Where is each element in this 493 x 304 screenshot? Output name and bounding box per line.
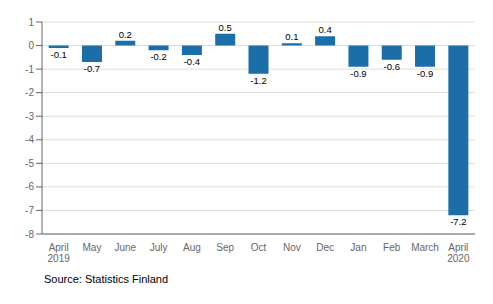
svg-text:-0.9: -0.9 <box>417 68 433 79</box>
svg-text:-7.2: -7.2 <box>450 216 466 227</box>
svg-text:Dec: Dec <box>316 242 334 253</box>
svg-text:Aug: Aug <box>183 242 201 253</box>
svg-text:-1: -1 <box>25 64 34 75</box>
svg-text:1: 1 <box>28 17 34 28</box>
svg-text:Oct: Oct <box>251 242 267 253</box>
svg-text:0.5: 0.5 <box>219 22 232 33</box>
svg-text:May: May <box>83 242 102 253</box>
svg-text:July: July <box>150 242 168 253</box>
svg-text:-0.4: -0.4 <box>184 56 200 67</box>
svg-text:June: June <box>114 242 136 253</box>
svg-text:-0.2: -0.2 <box>150 51 166 62</box>
svg-text:0.2: 0.2 <box>119 29 132 40</box>
svg-text:-2: -2 <box>25 87 34 98</box>
svg-text:-1.2: -1.2 <box>250 75 266 86</box>
svg-text:-0.7: -0.7 <box>84 63 100 74</box>
svg-text:-0.9: -0.9 <box>350 68 366 79</box>
html-text:Source: Statistics Finland: Source: Statistics Finland <box>44 273 169 285</box>
svg-text:0.4: 0.4 <box>319 24 332 35</box>
svg-text:-5: -5 <box>25 158 34 169</box>
svg-text:Nov: Nov <box>283 242 301 253</box>
svg-text:April2020: April2020 <box>447 242 470 264</box>
svg-text:March: March <box>411 242 439 253</box>
svg-text:-0.6: -0.6 <box>384 61 400 72</box>
svg-text:Sep: Sep <box>216 242 234 253</box>
svg-text:-3: -3 <box>25 111 34 122</box>
svg-text:-7: -7 <box>25 205 34 216</box>
svg-text:0.1: 0.1 <box>285 31 298 42</box>
svg-text:Jan: Jan <box>350 242 366 253</box>
svg-text:-6: -6 <box>25 181 34 192</box>
svg-text:-4: -4 <box>25 134 34 145</box>
svg-text:-8: -8 <box>25 229 34 240</box>
svg-text:Feb: Feb <box>383 242 401 253</box>
svg-text:-0.1: -0.1 <box>50 49 66 60</box>
svg-text:0: 0 <box>28 40 34 51</box>
svg-text:April2019: April2019 <box>48 242 71 264</box>
